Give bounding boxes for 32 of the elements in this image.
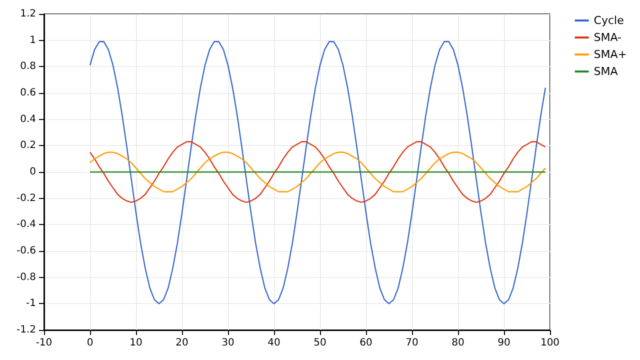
y-tick-label: 0.8 <box>20 61 36 72</box>
y-tick-label: 0 <box>30 166 36 178</box>
line-series <box>89 41 546 304</box>
x-tick-label: 90 <box>498 338 510 348</box>
y-tick-label: 0.6 <box>20 88 36 98</box>
x-tick-label: -10 <box>36 338 52 348</box>
x-tick-label: 40 <box>268 338 280 348</box>
x-tick-label: 10 <box>130 338 142 348</box>
y-tick-label: 0.4 <box>20 114 36 125</box>
x-tick-label: 100 <box>540 338 560 348</box>
x-tick-label: 70 <box>406 338 418 348</box>
x-tick-label: 20 <box>176 338 188 348</box>
x-tick-label: 0 <box>86 338 94 348</box>
x-tick-label: 30 <box>222 338 234 348</box>
y-tick-label: 0.2 <box>20 140 36 152</box>
y-tick-label: 1.2 <box>20 8 36 20</box>
y-tick-label: -1 <box>26 298 36 310</box>
legend-label: SMA <box>594 65 618 78</box>
y-tick-label: -0.2 <box>16 192 36 204</box>
legend-label: SMA+ <box>594 48 628 61</box>
legend-label: Cycle <box>594 14 624 27</box>
y-tick-label: -0.6 <box>16 246 36 256</box>
y-tick-label: 1 <box>30 34 36 46</box>
x-tick-label: 50 <box>314 338 326 348</box>
line-series <box>89 152 546 192</box>
y-tick-label: -1.2 <box>16 324 36 336</box>
y-tick-label: -0.4 <box>16 219 36 230</box>
y-tick-label: -0.8 <box>16 272 36 283</box>
x-tick-label: 60 <box>360 338 372 348</box>
line-series <box>89 141 546 203</box>
legend-label: SMA- <box>594 31 622 44</box>
x-tick-label: 80 <box>452 338 464 348</box>
